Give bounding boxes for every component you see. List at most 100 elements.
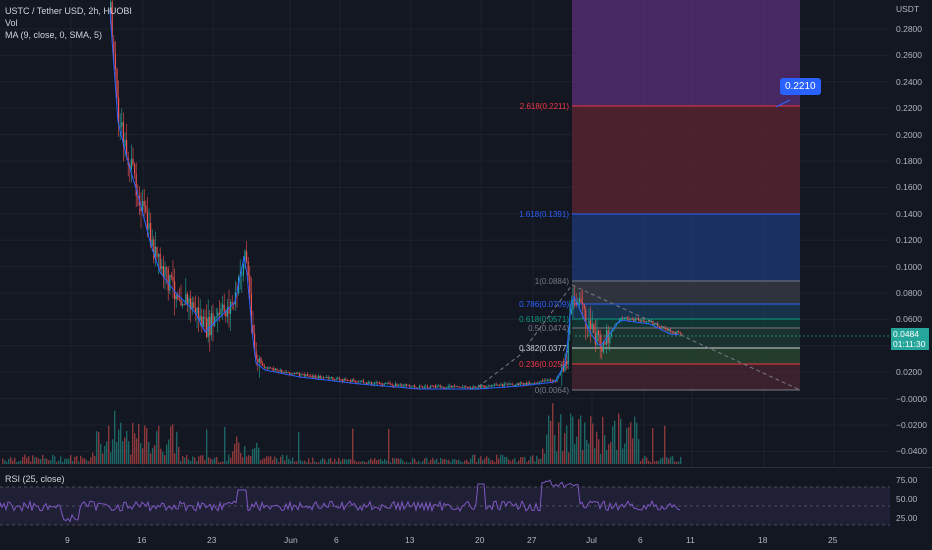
volume-bar [58, 460, 60, 464]
volume-bar [254, 447, 256, 464]
volume-bar [458, 459, 460, 464]
price-tick-label: 0.2400 [896, 76, 922, 87]
price-axis[interactable]: USDT 0.2800 0.2600 0.2400 0.2200 0.2000 0.180… [890, 0, 932, 532]
candle-body [530, 383, 532, 385]
candle-body [372, 384, 374, 385]
candle-body [332, 377, 334, 380]
time-tick-label: 23 [207, 535, 217, 545]
volume-bar [222, 461, 224, 464]
volume-bar [80, 455, 82, 464]
candle-body [340, 379, 342, 380]
candle-body [447, 386, 449, 388]
candle-body [134, 164, 136, 174]
candle-body [337, 378, 339, 380]
volume-bar [672, 456, 674, 464]
candle-body [148, 223, 150, 230]
volume-bar [400, 458, 402, 464]
candle-body [572, 299, 574, 310]
candle-body [463, 386, 465, 388]
candle-body [276, 368, 278, 371]
volume-indicator-label[interactable]: Vol [5, 18, 18, 28]
volume-bar [8, 458, 10, 464]
candle-body [647, 321, 649, 322]
candle-body [110, 1, 112, 11]
callout-pointer [775, 99, 791, 108]
candle-body [207, 316, 209, 337]
candle-body [380, 383, 382, 385]
ma-indicator-label[interactable]: MA (9, close, 0, SMA, 5) [5, 30, 103, 40]
price-tick-label: 0.0200 [896, 367, 922, 378]
volume-bar [290, 460, 292, 464]
rsi-chart[interactable] [0, 470, 890, 532]
candle-body [206, 318, 208, 337]
candle-body [521, 382, 523, 384]
candle-body [306, 374, 308, 376]
candle-body [575, 300, 577, 305]
candle-body [330, 377, 332, 379]
price-chart[interactable]: 2.618(0.2211) 1.618(0.1391) 1(0.0884) 0.786… [0, 0, 890, 468]
volume-bar [554, 435, 556, 464]
candle-body [153, 239, 155, 259]
volume-bar [30, 461, 32, 464]
candle-body [537, 382, 539, 384]
candle-body [228, 306, 230, 314]
rsi-indicator-label[interactable]: RSI (25, close) [5, 474, 65, 484]
volume-bar [590, 416, 592, 464]
candle-body [414, 385, 416, 388]
volume-bar [116, 442, 118, 464]
volume-bar [322, 457, 324, 464]
volume-bar [252, 448, 254, 464]
candle-body [287, 372, 289, 373]
volume-bar [110, 452, 112, 464]
candle-body [196, 307, 198, 314]
candle-body [361, 380, 363, 382]
volume-bar [412, 458, 414, 464]
volume-bar [12, 460, 14, 464]
volume-bar [160, 448, 162, 464]
time-tick-label: 9 [65, 535, 70, 545]
pane-separator[interactable] [0, 467, 932, 468]
volume-bar [456, 460, 458, 464]
volume-bar [188, 459, 190, 464]
candle-body [671, 331, 673, 333]
candle-body [646, 321, 648, 323]
candle-body [223, 304, 225, 312]
volume-bar [246, 456, 248, 464]
volume-bar [180, 460, 182, 464]
candle-body [386, 382, 388, 384]
volume-bar [286, 455, 288, 464]
volume-bar [248, 455, 250, 464]
volume-bar [142, 448, 144, 464]
volume-bar [266, 456, 268, 464]
volume-bar [432, 458, 434, 464]
candle-body [434, 385, 436, 388]
candle-body [241, 275, 243, 277]
candle-body [114, 53, 116, 70]
volume-bar [164, 455, 166, 464]
candle-body [590, 320, 592, 329]
candle-body [534, 382, 536, 384]
candle-body [410, 386, 412, 388]
candle-body [162, 266, 164, 277]
candle-body [278, 370, 280, 372]
candle-body [118, 97, 120, 127]
volume-bar [368, 460, 370, 464]
volume-bar [280, 456, 282, 464]
time-axis[interactable]: 9 16 23 Jun 6 13 20 27 Jul 6 11 18 25 [0, 532, 890, 550]
volume-bar [340, 461, 342, 464]
candle-body [151, 239, 153, 246]
candle-body [178, 299, 180, 300]
volume-bar [76, 455, 78, 464]
volume-bar [630, 422, 632, 464]
candle-body [500, 384, 502, 386]
volume-bar [310, 462, 312, 464]
candle-body [198, 307, 200, 321]
price-tick-label: 0.2200 [896, 103, 922, 114]
volume-bar [102, 453, 104, 464]
candle-body [630, 318, 632, 320]
candle-body [209, 316, 211, 336]
target-price-callout[interactable]: 0.2210 [780, 78, 821, 95]
symbol-title[interactable]: USTC / Tether USD, 2h, HUOBI [5, 6, 132, 16]
candle-body [591, 324, 593, 329]
candle-body [490, 384, 492, 387]
